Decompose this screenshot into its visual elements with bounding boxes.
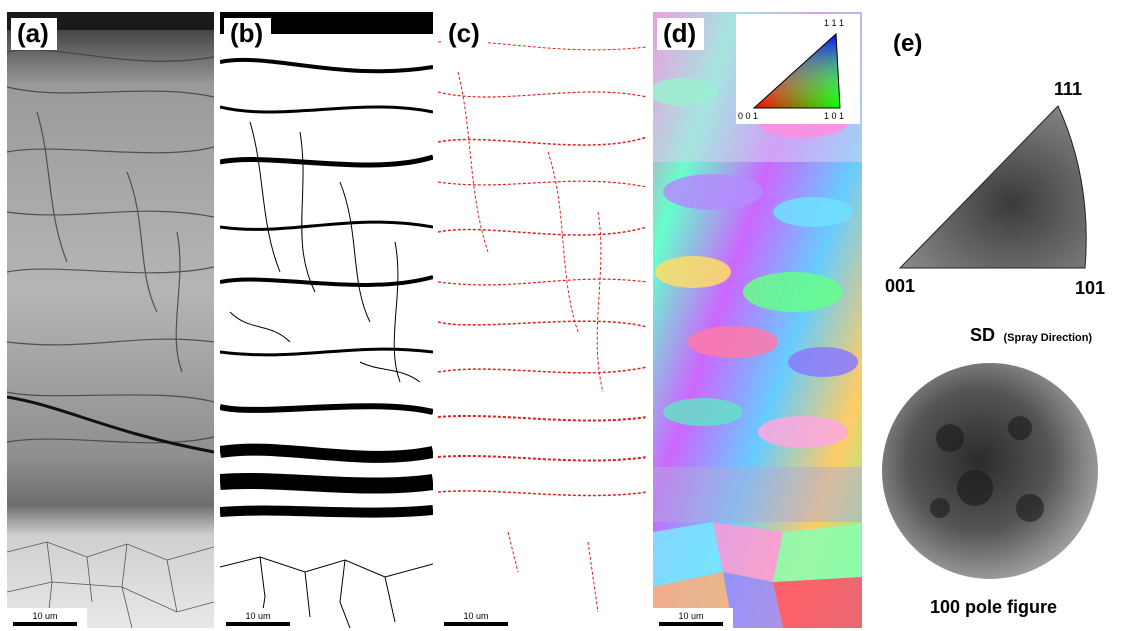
ebsd-boundary-image [438, 12, 647, 628]
inverse-pole-figure-triangle [898, 105, 1087, 269]
ipf-key-left-label: 0 0 1 [738, 111, 759, 121]
scale-bar-text: 10 um [463, 611, 489, 621]
panel-c-ebsd-boundary-map: (c) 10 um [438, 12, 647, 628]
panel-d-scale-bar: 10 um [659, 611, 723, 626]
panel-b-label: (b) [224, 18, 272, 50]
ipf-label-001: 001 [885, 276, 916, 296]
ipf-label-101: 101 [1075, 278, 1106, 298]
pole-figure-caption: 100 pole figure [930, 597, 1058, 617]
scale-bar-text: 10 um [32, 611, 58, 621]
pole-figure-100 [882, 363, 1098, 579]
panel-e-label: (e) [893, 30, 923, 57]
ipf-key-right-label: 1 0 1 [824, 111, 845, 121]
panel-c-scale-bar: 10 um [444, 611, 508, 626]
panel-c-label: (c) [442, 18, 488, 50]
panel-b-scale-bar: 10 um [226, 611, 290, 626]
panel-b-boundary-map: (b) 10 um [220, 12, 433, 628]
ipf-key-triangle [752, 32, 841, 109]
panel-a-micrograph: (a) 10 um [7, 12, 214, 628]
boundary-map-image [220, 12, 433, 628]
panel-a-label: (a) [11, 18, 57, 50]
panel-a-scale-bar: 10 um [13, 611, 77, 626]
sd-label-group: SD (Spray Direction) [970, 325, 1092, 346]
panel-d-label: (d) [657, 18, 705, 50]
sd-note: (Spray Direction) [1003, 332, 1093, 344]
scale-bar-text: 10 um [245, 611, 271, 621]
scale-bar-text: 10 um [678, 611, 704, 621]
ipf-key-top-label: 1 1 1 [824, 18, 845, 28]
ipf-label-111: 111 [1054, 79, 1083, 99]
ipf-color-key: 1 1 1 0 0 1 1 0 1 [736, 14, 860, 124]
micrograph-image [7, 12, 214, 628]
sd-label: SD [970, 325, 996, 345]
